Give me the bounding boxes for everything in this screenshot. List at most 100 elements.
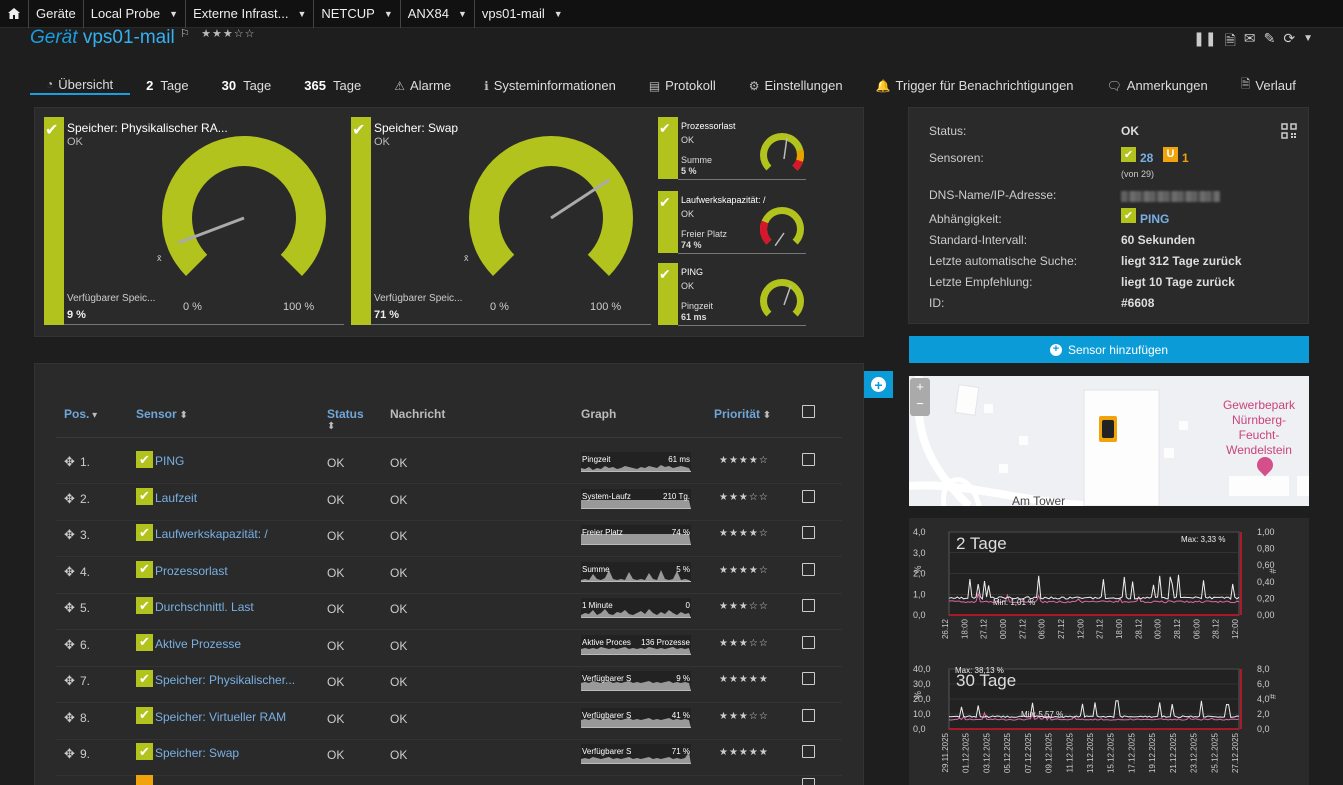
priority-stars[interactable]: ★★★☆☆ [719, 710, 769, 722]
drag-handle-icon[interactable]: ✥ [64, 527, 75, 542]
tab-7[interactable]: ⚙ Einstellungen [733, 76, 860, 95]
zoom-out-button[interactable]: − [916, 396, 924, 411]
sensor-link[interactable]: PING [155, 454, 185, 468]
priority-stars[interactable]: ★★★★☆ [719, 528, 769, 539]
sensor-link[interactable]: Laufzeit [155, 490, 198, 505]
add-sensor-plus-button[interactable]: + [864, 371, 893, 398]
tab-1[interactable]: 2 Tage [130, 76, 205, 95]
sensor-link[interactable]: Speicher: Physikalischer... [155, 673, 296, 687]
row-checkbox[interactable] [802, 745, 815, 758]
column-header-status[interactable]: Status [327, 407, 364, 421]
breadcrumb-item[interactable]: Geräte [28, 0, 83, 28]
gauge-title[interactable]: Laufwerkskapazität: / [681, 195, 766, 205]
priority-stars[interactable]: ★★★★★ [719, 747, 769, 758]
tab-8[interactable]: 🔔 Trigger für Benachrichtigungen [860, 76, 1091, 95]
chevron-down-icon[interactable]: ▼ [553, 8, 563, 19]
drag-handle-icon[interactable]: ✥ [64, 673, 75, 688]
row-checkbox[interactable] [802, 708, 815, 722]
sparkline[interactable]: Verfügbarer S 71 % [581, 744, 691, 764]
sparkline[interactable]: Freier Platz 74 % [581, 525, 691, 545]
sort-icon[interactable]: ⬍ [327, 421, 336, 432]
drag-handle-icon[interactable]: ✥ [64, 563, 75, 579]
tab-6[interactable]: ▤ Protokoll [633, 76, 733, 95]
priority-stars[interactable]: ★★★☆☆ [201, 28, 256, 40]
sort-icon[interactable]: ⬍ [176, 410, 188, 421]
gauge-title[interactable]: Speicher: Physikalischer RA... [67, 121, 228, 135]
priority-stars[interactable]: ★★★☆☆ [719, 491, 769, 503]
sparkline[interactable]: Verfügbarer S 9 % [581, 671, 691, 691]
device-marker-icon[interactable] [1099, 416, 1117, 442]
sparkline[interactable]: Verfügbarer S 41 % [581, 707, 691, 728]
column-header-sensor[interactable]: Sensor ⬍ [136, 407, 188, 421]
tab-9[interactable]: 🗨 Anmerkungen [1091, 76, 1225, 95]
breadcrumb-item[interactable]: Externe Infrast... ▼ [185, 0, 313, 28]
breadcrumb-item[interactable]: NETCUP ▼ [313, 0, 399, 28]
breadcrumb-item[interactable]: vps01-mail ▼ [473, 0, 570, 28]
row-checkbox[interactable] [802, 562, 815, 576]
row-checkbox[interactable] [802, 453, 815, 466]
sort-icon[interactable]: ⬍ [760, 410, 772, 421]
priority-stars[interactable]: ★★★★☆ [719, 564, 769, 576]
chevron-down-icon[interactable]: ▼ [1303, 33, 1313, 44]
tab-0[interactable]: ◔ Übersicht [30, 76, 131, 95]
chevron-down-icon[interactable]: ▼ [169, 8, 179, 19]
priority-stars[interactable]: ★★★★★ [719, 674, 769, 685]
tab-5[interactable]: ℹ Systeminformationen [468, 76, 633, 95]
tab-10[interactable]: 🗎 Verlauf [1225, 76, 1313, 95]
gauge-title[interactable]: Speicher: Swap [374, 121, 459, 135]
home-icon[interactable] [0, 0, 28, 28]
flag-icon[interactable]: ⚐ [179, 28, 190, 40]
tab-2[interactable]: 30 Tage [206, 76, 289, 95]
breadcrumb-item[interactable]: ANX84 ▼ [399, 0, 474, 28]
sensor-link[interactable]: Aktive Prozesse [155, 636, 242, 651]
chevron-down-icon[interactable]: ▼ [297, 8, 307, 19]
chevron-down-icon[interactable]: ▼ [457, 8, 467, 19]
info-value[interactable]: PING [1140, 212, 1170, 226]
edit-icon[interactable]: ✎ [1263, 30, 1276, 46]
sensors-unusual-count[interactable]: 1 [1182, 151, 1189, 165]
sensor-link[interactable]: Prozessorlast [155, 563, 228, 578]
chevron-down-icon[interactable]: ▼ [383, 8, 393, 19]
location-map[interactable]: + − Gewerbepark Nürnberg- Feucht- Wendels… [909, 376, 1309, 506]
drag-handle-icon[interactable]: ✥ [64, 746, 75, 761]
row-checkbox[interactable] [802, 635, 815, 649]
gauge-title[interactable]: PING [681, 267, 704, 277]
row-checkbox[interactable] [802, 526, 815, 539]
sensor-link[interactable]: Durchschnittl. Last [155, 600, 254, 614]
tab-4[interactable]: ⚠ Alarme [378, 76, 468, 95]
priority-stars[interactable]: ★★★☆☆ [719, 637, 769, 649]
zoom-in-button[interactable]: + [916, 379, 924, 394]
column-header-priority[interactable]: Priorität ⬍ [714, 407, 771, 421]
qr-code-icon[interactable] [1281, 123, 1297, 144]
tab-3[interactable]: 365 Tage [288, 76, 378, 95]
sensor-link[interactable]: Speicher: Swap [155, 746, 240, 760]
drag-handle-icon[interactable]: ✥ [64, 454, 75, 469]
sparkline[interactable]: System-Laufz 210 Tg. [581, 488, 691, 509]
sparkline[interactable]: Aktive Proces 136 Prozesse [581, 634, 691, 655]
refresh-icon[interactable]: ⟳ [1283, 30, 1296, 46]
sensor-link[interactable]: Laufwerkskapazität: / [155, 527, 268, 541]
column-header-graph[interactable]: Graph [581, 407, 616, 421]
add-page-icon[interactable]: 🗎 [1224, 32, 1236, 48]
column-header-message[interactable]: Nachricht [390, 407, 445, 421]
select-all-checkbox[interactable] [802, 405, 815, 418]
drag-handle-icon[interactable]: ✥ [64, 636, 75, 652]
row-checkbox[interactable] [802, 599, 815, 612]
drag-handle-icon[interactable]: ✥ [64, 600, 75, 615]
sensors-ok-count[interactable]: 28 [1140, 151, 1154, 165]
sparkline[interactable]: 1 Minute 0 [581, 598, 691, 618]
priority-stars[interactable]: ★★★☆☆ [719, 601, 769, 612]
drag-handle-icon[interactable]: ✥ [64, 490, 75, 506]
mail-icon[interactable]: ✉ [1243, 30, 1256, 46]
row-checkbox[interactable] [802, 778, 815, 785]
sort-icon[interactable]: ▾ [89, 410, 98, 421]
column-header-pos[interactable]: Pos. ▾ [64, 407, 97, 421]
drag-handle-icon[interactable]: ✥ [64, 709, 75, 725]
priority-stars[interactable]: ★★★★☆ [719, 455, 769, 466]
add-sensor-button[interactable]: + Sensor hinzufügen [909, 336, 1309, 363]
row-checkbox[interactable] [802, 672, 815, 685]
row-checkbox[interactable] [802, 489, 815, 503]
sparkline[interactable]: Summe 5 % [581, 561, 691, 582]
gauge-title[interactable]: Prozessorlast [681, 121, 736, 131]
breadcrumb-item[interactable]: Local Probe ▼ [82, 0, 185, 28]
